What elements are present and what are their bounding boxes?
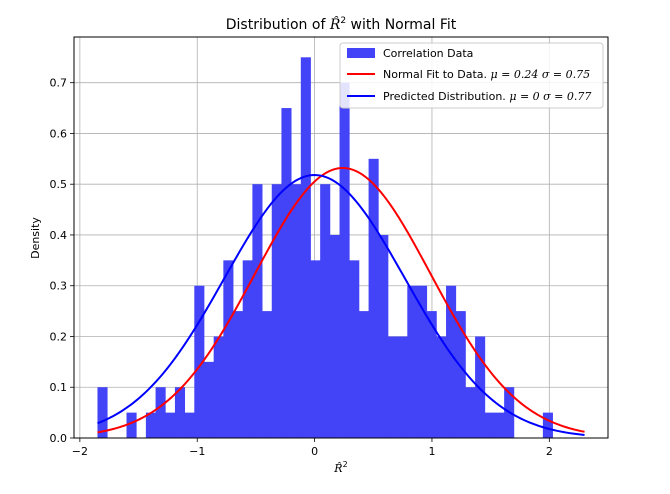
histogram-bar xyxy=(416,285,428,438)
histogram-bar xyxy=(213,336,224,438)
histogram-bar xyxy=(194,285,205,438)
plot-frame xyxy=(73,36,609,439)
y-tick-label: 0.2 xyxy=(50,330,68,343)
x-tick-label: −2 xyxy=(72,445,88,458)
histogram-bar xyxy=(223,260,234,438)
histogram-bar xyxy=(252,184,263,438)
histogram-bar xyxy=(203,361,215,438)
histogram-bar xyxy=(446,285,457,438)
histogram-bar xyxy=(329,234,340,438)
histogram-bar xyxy=(320,184,331,438)
legend: Correlation Data Normal Fit to Data. μ =… xyxy=(339,42,604,109)
histogram-bar xyxy=(310,260,321,438)
histogram-bar xyxy=(397,336,408,438)
chart-title: Distribution of R̂2 with Normal Fit xyxy=(226,15,457,33)
histogram-bar xyxy=(281,108,292,438)
histogram-bar xyxy=(300,57,311,438)
fit-curve xyxy=(97,174,585,436)
histogram-bar xyxy=(184,412,195,438)
histogram-bar xyxy=(233,311,244,438)
histogram-bar xyxy=(262,311,273,438)
y-tick-label: 0.1 xyxy=(50,381,68,394)
y-tick-label: 0.5 xyxy=(50,178,68,191)
histogram-bar xyxy=(484,412,495,438)
histogram-bar xyxy=(426,311,437,438)
histogram-bar xyxy=(126,412,137,438)
histogram-bar xyxy=(407,285,418,438)
y-tick-label: 0.6 xyxy=(50,127,68,140)
histogram-bar xyxy=(465,387,476,438)
histogram-bar xyxy=(165,412,176,438)
histogram-bar xyxy=(155,387,166,438)
fit-curves xyxy=(97,167,585,436)
histogram-bar xyxy=(436,336,447,438)
histogram-bar xyxy=(387,336,399,438)
legend-label-normal-fit: Normal Fit to Data. μ = 0.24 σ = 0.75 xyxy=(383,68,590,81)
histogram-bar xyxy=(378,234,389,438)
histogram-bar xyxy=(339,82,350,439)
x-axis-label: R̂2 xyxy=(333,460,347,475)
legend-label-histogram: Correlation Data xyxy=(383,47,473,60)
y-tick-label: 0.7 xyxy=(50,77,68,90)
histogram-bar xyxy=(475,336,486,438)
x-tick-label: 1 xyxy=(428,445,435,458)
y-tick-label: 0.3 xyxy=(50,280,68,293)
y-axis-label: Density xyxy=(29,217,42,259)
y-tick-label: 0.4 xyxy=(50,229,68,242)
x-tick-label: 2 xyxy=(546,445,553,458)
histogram-bar xyxy=(271,184,282,438)
histogram-bar xyxy=(242,260,253,438)
histogram-bar xyxy=(349,260,360,438)
legend-box xyxy=(339,42,604,109)
x-tick-label: 0 xyxy=(311,445,318,458)
histogram-bar xyxy=(542,412,553,438)
histogram-bar xyxy=(291,184,302,438)
histogram-bars xyxy=(97,57,553,439)
histogram-bar xyxy=(97,387,108,438)
histogram-bar xyxy=(145,412,156,438)
legend-label-predicted: Predicted Distribution. μ = 0 σ = 0.77 xyxy=(383,90,591,103)
histogram-bar xyxy=(455,311,466,438)
histogram-bar xyxy=(368,158,379,438)
histogram-bar xyxy=(494,412,505,438)
axis-ticks: −2 −1 0 1 2 0.0 0.1 0.2 0.3 0.4 0.5 0.6 0.7 xyxy=(50,77,553,458)
y-tick-label: 0.0 xyxy=(50,432,68,445)
fit-curve xyxy=(97,167,585,434)
legend-swatch-histogram xyxy=(347,48,375,58)
histogram-bar xyxy=(358,311,369,438)
x-tick-label: −1 xyxy=(189,445,205,458)
histogram-bar xyxy=(174,387,186,438)
